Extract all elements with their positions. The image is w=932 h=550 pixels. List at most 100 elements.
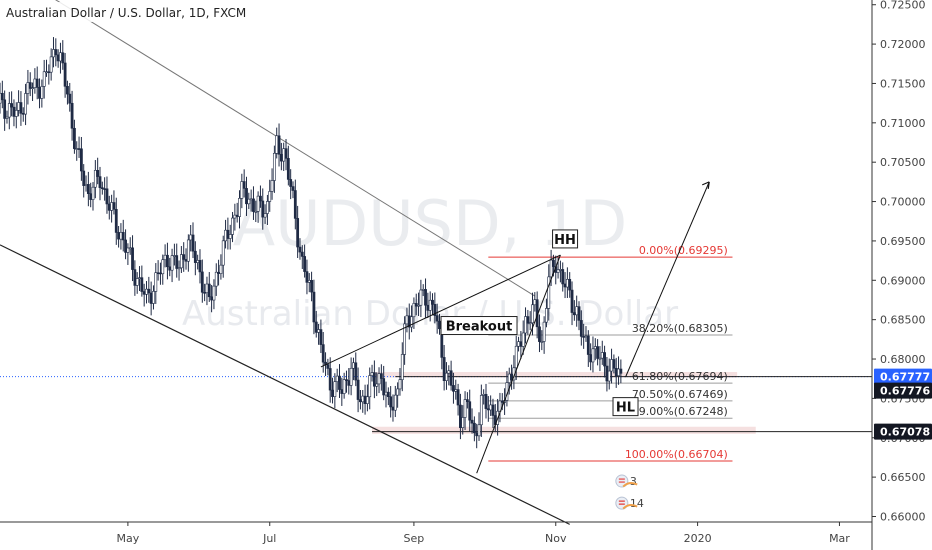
candle-body xyxy=(556,269,560,273)
candle-body xyxy=(219,264,223,274)
candle-body xyxy=(572,312,576,316)
candle-body xyxy=(61,52,65,64)
candle-body xyxy=(214,271,218,287)
candle-body xyxy=(149,292,153,304)
candle-body xyxy=(419,289,423,306)
candle-body xyxy=(589,354,593,363)
candle-body xyxy=(263,213,267,218)
price-tick-label: 0.70000 xyxy=(880,196,926,209)
candle-body xyxy=(598,357,602,360)
candle-body xyxy=(445,372,448,381)
candle-body xyxy=(235,214,239,217)
candle-body xyxy=(431,299,434,305)
annotation-box xyxy=(440,316,518,336)
annotation-hh: HH xyxy=(554,233,576,248)
candle-body xyxy=(133,269,137,286)
candle-body xyxy=(156,272,160,275)
fib-level-label: 70.50%(0.67469) xyxy=(632,388,728,401)
channel-lower-line[interactable] xyxy=(0,244,570,525)
candle-body xyxy=(347,380,351,386)
trendline-projection-arrow[interactable] xyxy=(625,181,710,378)
candle-body xyxy=(186,239,190,262)
candle-body xyxy=(247,198,251,205)
candle-body xyxy=(77,148,81,150)
candle-body xyxy=(152,291,155,304)
candle-body xyxy=(533,299,537,306)
candle-body xyxy=(317,329,320,333)
candle-body xyxy=(333,381,337,397)
trendline-rising-wedge-lower[interactable] xyxy=(476,254,561,474)
candle-body xyxy=(12,106,16,117)
candle-body xyxy=(596,346,600,359)
candle-body xyxy=(338,375,341,390)
time-tick-label: May xyxy=(117,532,140,545)
candle-body xyxy=(140,277,144,292)
candle-body xyxy=(73,127,76,149)
candle-body xyxy=(177,267,181,270)
candle-body xyxy=(500,400,504,403)
candle-body xyxy=(593,346,597,350)
candle-body xyxy=(138,277,141,279)
candle-body xyxy=(268,191,272,202)
candle-body xyxy=(70,102,74,129)
candle-body xyxy=(468,401,472,421)
candle-body xyxy=(370,372,374,376)
candle-body xyxy=(117,232,120,240)
candle-body xyxy=(161,259,165,275)
candle-body xyxy=(289,179,293,187)
candle-body xyxy=(356,379,360,400)
earnings-swirl xyxy=(622,504,638,510)
arrow-head xyxy=(701,181,710,189)
candle-body xyxy=(256,195,260,212)
candle-body xyxy=(86,184,90,194)
candle-body xyxy=(17,102,21,111)
candle-body xyxy=(456,389,460,406)
flag-icon-stripes xyxy=(618,478,625,483)
candle-body xyxy=(249,198,253,201)
candle-body xyxy=(389,396,393,408)
candle-body xyxy=(5,116,9,119)
candle-body xyxy=(270,180,274,192)
candle-body xyxy=(559,269,562,271)
candle-body xyxy=(584,335,588,338)
candle-body xyxy=(521,332,525,347)
candle-body xyxy=(170,255,174,271)
flag-icon-stripes xyxy=(618,500,625,505)
candle-body xyxy=(231,217,234,235)
candle-body xyxy=(245,188,248,205)
candle-body xyxy=(528,322,532,325)
candle-body xyxy=(319,329,323,345)
time-tick-label: 2020 xyxy=(684,532,712,545)
candle-body xyxy=(614,368,618,377)
candle-body xyxy=(128,247,132,250)
candle-body xyxy=(191,234,195,252)
price-tick-label: 0.66500 xyxy=(880,471,926,484)
chart-title: Australian Dollar / U.S. Dollar, 1D, FXC… xyxy=(6,6,246,20)
candle-body xyxy=(424,289,427,306)
trendline-rising-wedge-upper[interactable] xyxy=(320,254,561,368)
candle-body xyxy=(96,170,100,177)
price-tick-label: 0.68000 xyxy=(880,353,926,366)
candle-body xyxy=(238,198,241,217)
candle-body xyxy=(135,278,139,286)
candle-body xyxy=(361,395,365,403)
candle-body xyxy=(340,389,344,394)
candle-body xyxy=(379,373,383,379)
candle-body xyxy=(398,379,402,390)
price-tick-label: 0.70500 xyxy=(880,156,926,169)
candle-body xyxy=(552,259,555,267)
candle-body xyxy=(159,272,162,275)
candle-body xyxy=(486,408,490,411)
candle-body xyxy=(242,181,246,189)
candle-body xyxy=(38,87,41,99)
candle-body xyxy=(184,259,188,262)
candle-body xyxy=(279,153,283,162)
candle-body xyxy=(519,341,523,347)
price-tick-label: 0.69500 xyxy=(880,235,926,248)
price-tick-label: 0.71000 xyxy=(880,117,926,130)
candle-body xyxy=(479,395,483,426)
candle-body xyxy=(91,186,95,200)
candle-body xyxy=(84,184,88,186)
